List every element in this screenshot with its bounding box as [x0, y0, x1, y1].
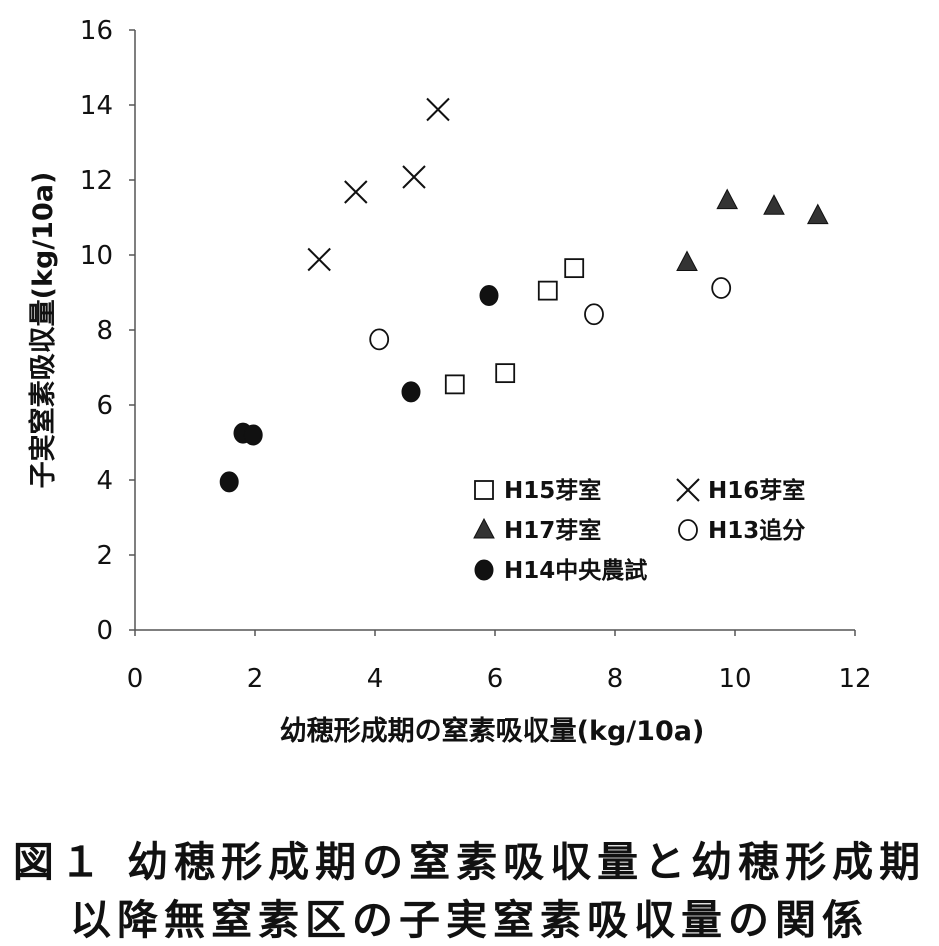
legend-marker [473, 517, 495, 539]
legend-label: H13追分 [708, 517, 805, 544]
data-point [676, 250, 698, 271]
axes [129, 29, 856, 636]
data-point [426, 97, 450, 122]
legend-label: H15芽室 [504, 477, 601, 504]
data-point [564, 258, 585, 279]
data-point [369, 328, 390, 351]
data-point [479, 285, 499, 306]
legend-marker [474, 559, 494, 581]
legend-label: H17芽室 [504, 517, 601, 544]
x-axis-title: 幼穂形成期の窒素吸収量(kg/10a) [280, 715, 705, 747]
legend-marker [676, 478, 700, 502]
y-tick-label: 4 [96, 466, 113, 496]
y-tick-label: 8 [96, 316, 113, 346]
data-point [716, 188, 739, 210]
data-points [219, 97, 829, 493]
data-point [401, 381, 421, 403]
data-point [806, 203, 829, 225]
y-tick-label: 2 [96, 541, 113, 571]
x-tick-label: 2 [247, 664, 264, 694]
x-tick-label: 6 [487, 664, 504, 694]
data-point [344, 180, 368, 204]
legend: H15芽室 H16芽室 H17芽室 H13追分 H14中央農試 [473, 477, 805, 584]
data-point [495, 363, 516, 384]
legend-marker [678, 519, 698, 541]
x-tick-label: 4 [367, 664, 384, 694]
figure-caption-line-1: 図１ 幼穂形成期の窒素吸収量と幼穂形成期 [12, 838, 927, 886]
legend-marker [474, 480, 494, 500]
y-tick-label: 14 [80, 91, 113, 121]
data-point [584, 303, 604, 326]
y-tick-label: 16 [80, 16, 113, 46]
x-tick-label: 10 [718, 664, 751, 694]
figure-caption-line-2: 以降無窒素区の子実窒素吸収量の関係 [70, 896, 869, 944]
y-tick-label: 10 [80, 241, 113, 271]
data-point [402, 165, 426, 189]
y-tick-label: 6 [96, 391, 113, 421]
data-point [307, 247, 331, 272]
data-point [243, 424, 263, 446]
legend-label: H16芽室 [708, 477, 805, 504]
data-point [444, 374, 465, 395]
x-tick-label: 12 [838, 664, 871, 694]
data-point [219, 471, 239, 493]
y-tick-label: 12 [80, 166, 113, 196]
x-tick-label: 0 [127, 664, 144, 694]
data-point [763, 194, 785, 215]
y-tick-label: 0 [96, 616, 113, 646]
x-tick-label: 8 [607, 664, 624, 694]
y-axis-title: 子実窒素吸収量(kg/10a) [27, 172, 59, 489]
legend-label: H14中央農試 [504, 557, 647, 584]
data-point [537, 280, 558, 301]
data-point [711, 277, 732, 299]
tick-labels: 0 2 4 6 8 10 12 14 16 0 2 4 6 8 10 12 [80, 16, 872, 694]
